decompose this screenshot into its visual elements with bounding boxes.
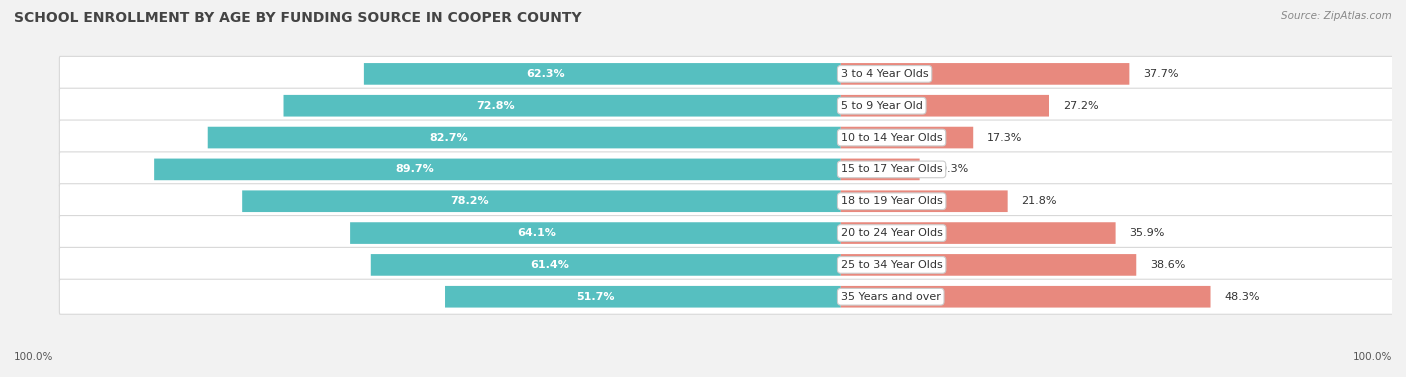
Text: 61.4%: 61.4% [530, 260, 569, 270]
Text: 17.3%: 17.3% [987, 133, 1022, 143]
FancyBboxPatch shape [364, 63, 841, 85]
Text: 64.1%: 64.1% [517, 228, 555, 238]
FancyBboxPatch shape [841, 127, 973, 149]
FancyBboxPatch shape [59, 57, 1406, 91]
FancyBboxPatch shape [59, 279, 1406, 314]
FancyBboxPatch shape [841, 222, 1115, 244]
Text: 51.7%: 51.7% [576, 292, 614, 302]
FancyBboxPatch shape [841, 159, 920, 180]
Text: 35.9%: 35.9% [1129, 228, 1164, 238]
Text: SCHOOL ENROLLMENT BY AGE BY FUNDING SOURCE IN COOPER COUNTY: SCHOOL ENROLLMENT BY AGE BY FUNDING SOUR… [14, 11, 582, 25]
FancyBboxPatch shape [208, 127, 841, 149]
Text: 89.7%: 89.7% [395, 164, 434, 175]
Text: 100.0%: 100.0% [1353, 352, 1392, 362]
Text: Source: ZipAtlas.com: Source: ZipAtlas.com [1281, 11, 1392, 21]
Text: 27.2%: 27.2% [1063, 101, 1098, 111]
Text: 37.7%: 37.7% [1143, 69, 1178, 79]
FancyBboxPatch shape [446, 286, 841, 308]
FancyBboxPatch shape [841, 254, 1136, 276]
Text: 72.8%: 72.8% [477, 101, 515, 111]
FancyBboxPatch shape [841, 286, 1211, 308]
FancyBboxPatch shape [155, 159, 841, 180]
FancyBboxPatch shape [841, 95, 1049, 116]
FancyBboxPatch shape [59, 216, 1406, 251]
Legend: Public School, Private School: Public School, Private School [285, 375, 515, 377]
FancyBboxPatch shape [284, 95, 841, 116]
FancyBboxPatch shape [59, 152, 1406, 187]
Text: 20 to 24 Year Olds: 20 to 24 Year Olds [841, 228, 942, 238]
Text: 5 to 9 Year Old: 5 to 9 Year Old [841, 101, 922, 111]
FancyBboxPatch shape [350, 222, 841, 244]
Text: 82.7%: 82.7% [429, 133, 468, 143]
Text: 25 to 34 Year Olds: 25 to 34 Year Olds [841, 260, 942, 270]
FancyBboxPatch shape [59, 184, 1406, 219]
Text: 18 to 19 Year Olds: 18 to 19 Year Olds [841, 196, 942, 206]
Text: 38.6%: 38.6% [1150, 260, 1185, 270]
Text: 15 to 17 Year Olds: 15 to 17 Year Olds [841, 164, 942, 175]
Text: 78.2%: 78.2% [450, 196, 489, 206]
Text: 10 to 14 Year Olds: 10 to 14 Year Olds [841, 133, 942, 143]
Text: 10.3%: 10.3% [934, 164, 969, 175]
Text: 35 Years and over: 35 Years and over [841, 292, 941, 302]
Text: 3 to 4 Year Olds: 3 to 4 Year Olds [841, 69, 928, 79]
Text: 100.0%: 100.0% [14, 352, 53, 362]
FancyBboxPatch shape [59, 120, 1406, 155]
FancyBboxPatch shape [841, 63, 1129, 85]
Text: 21.8%: 21.8% [1021, 196, 1057, 206]
FancyBboxPatch shape [59, 247, 1406, 282]
FancyBboxPatch shape [841, 190, 1008, 212]
FancyBboxPatch shape [59, 88, 1406, 123]
FancyBboxPatch shape [371, 254, 841, 276]
FancyBboxPatch shape [242, 190, 841, 212]
Text: 48.3%: 48.3% [1225, 292, 1260, 302]
Text: 62.3%: 62.3% [526, 69, 564, 79]
